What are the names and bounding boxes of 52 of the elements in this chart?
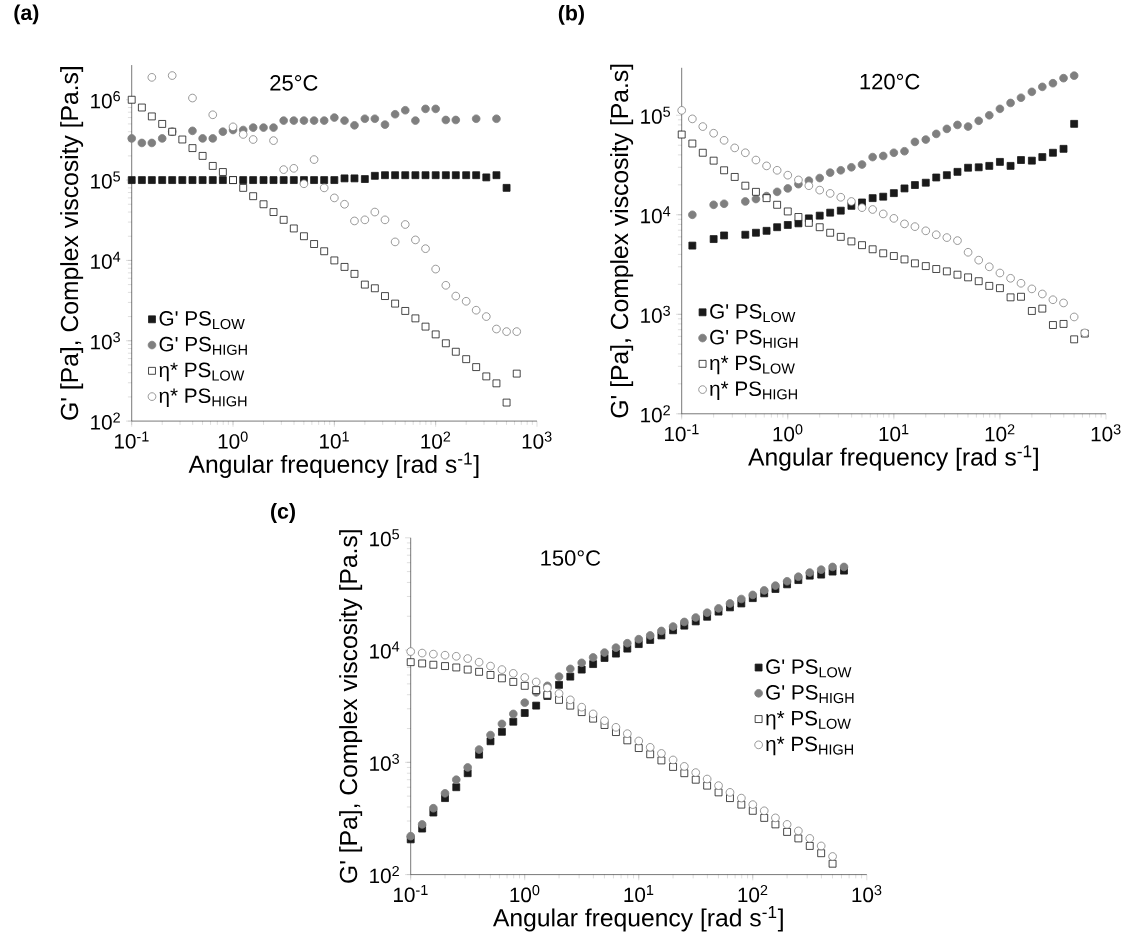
y-tick-label: 10$^{4}$ (370, 641, 400, 659)
y-tick-label: 10$^{4}$ (641, 206, 671, 224)
y-axis-title: G' [Pa], Complex viscosity [Pa.s] (339, 530, 363, 883)
y-axis-title: G' [Pa], Complex viscosity [Pa.s] (610, 64, 634, 418)
chart-title: (b) (558, 4, 584, 25)
legend-label: G' PS$_{HIGH}$ (710, 329, 798, 348)
legend-label: G' PS$_{HIGH}$ (159, 336, 247, 355)
x-tick-label: 10$^{0}$ (218, 431, 248, 449)
x-tick-label: 10$^{2}$ (421, 431, 451, 449)
y-tick-label: 10$^{2}$ (641, 405, 670, 423)
y-tick-label: 10$^{3}$ (641, 305, 670, 323)
chart-subtitle: 150°C (541, 550, 601, 566)
x-axis-title: Angular frequency [rad s$^{-1}$] (492, 906, 783, 932)
x-axis-title: Angular frequency [rad s$^{-1}$] (748, 445, 1038, 471)
y-tick-label: 10$^{3}$ (91, 332, 120, 350)
x-tick-label: 10$^{0}$ (773, 424, 803, 442)
x-tick-label: 10$^{3}$ (1091, 424, 1121, 442)
x-tick-label: 10$^{-1}$ (394, 884, 428, 903)
y-tick-label: 10$^{3}$ (370, 753, 399, 771)
x-tick-label: 10$^{1}$ (879, 424, 909, 442)
chart-subtitle: 25°C (270, 75, 318, 91)
legend-label: η* PS$_{HIGH}$ (710, 381, 797, 401)
x-tick-label: 10$^{1}$ (624, 884, 654, 903)
y-tick-label: 10$^{2}$ (91, 412, 120, 430)
x-tick-label: 10$^{-1}$ (665, 424, 699, 442)
x-axis-title: Angular frequency [rad s$^{-1}$] (188, 452, 479, 478)
x-tick-label: 10$^{1}$ (320, 431, 349, 449)
y-tick-label: 10$^{5}$ (370, 529, 400, 547)
x-tick-label: 10$^{3}$ (522, 431, 552, 449)
y-tick-label: 10$^{2}$ (370, 865, 399, 884)
x-tick-label: 10$^{0}$ (510, 884, 540, 903)
y-tick-label: 10$^{4}$ (91, 251, 121, 269)
y-tick-label: 10$^{5}$ (641, 106, 671, 124)
legend-label: η* PS$_{HIGH}$ (766, 736, 853, 756)
legend-label: η* PS$_{LOW}$ (766, 710, 851, 730)
y-tick-label: 10$^{6}$ (91, 91, 120, 109)
y-axis-title: G' [Pa], Complex viscosity [Pa.s] (60, 67, 84, 420)
legend-label: η* PS$_{LOW}$ (159, 362, 245, 382)
y-tick-label: 10$^{5}$ (91, 171, 121, 189)
legend-label: G' PS$_{LOW}$ (766, 659, 852, 678)
chart-title: (a) (14, 4, 39, 25)
x-tick-label: 10$^{-1}$ (115, 431, 149, 449)
legend-label: η* PS$_{LOW}$ (710, 355, 795, 375)
legend-label: η* PS$_{HIGH}$ (159, 388, 247, 408)
x-tick-label: 10$^{2}$ (738, 884, 768, 903)
legend-label: G' PS$_{HIGH}$ (766, 685, 854, 704)
x-tick-label: 10$^{3}$ (852, 884, 882, 903)
chart-title: (c) (271, 502, 295, 523)
legend-label: G' PS$_{LOW}$ (159, 311, 245, 330)
chart-subtitle: 120°C (860, 73, 920, 90)
x-tick-label: 10$^{2}$ (985, 424, 1015, 442)
legend-label: G' PS$_{LOW}$ (710, 304, 796, 323)
